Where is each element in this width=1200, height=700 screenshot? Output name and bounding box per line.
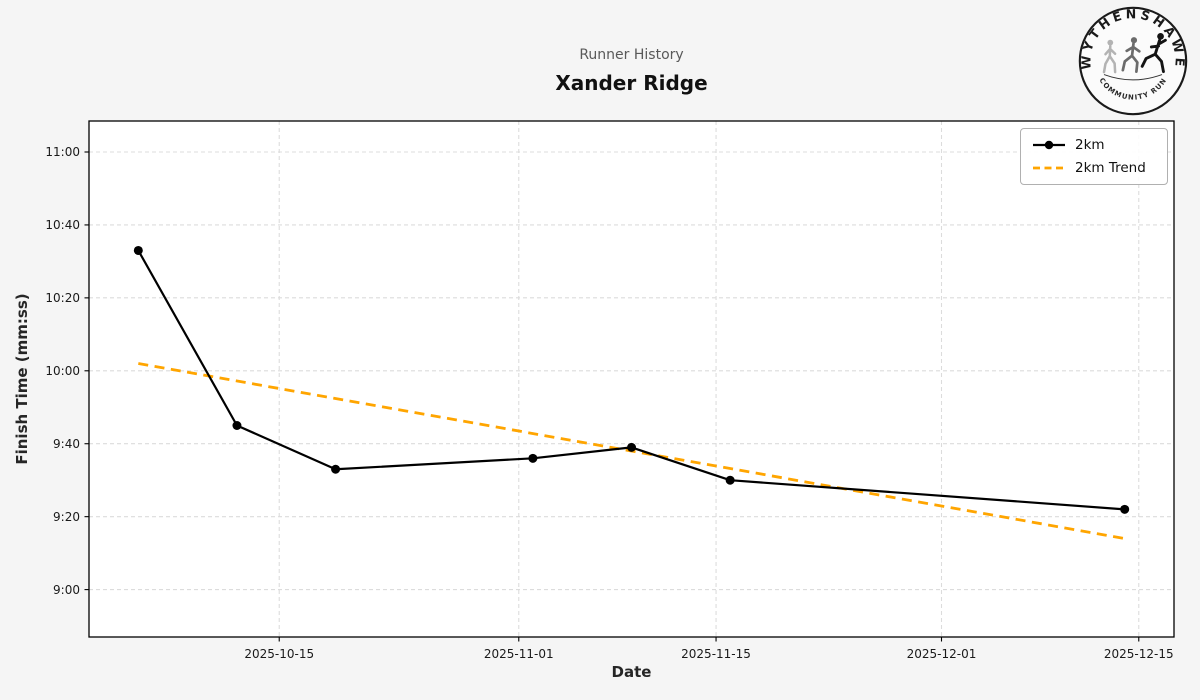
plot-border (88, 120, 1175, 638)
runner-silhouette-light-icon (1102, 39, 1117, 74)
legend-swatch-2km-line-icon (1033, 140, 1065, 150)
y-tick-label: 11:00 (45, 145, 80, 159)
x-tick-label: 2025-12-15 (1104, 647, 1174, 661)
x-tick-label: 2025-11-15 (681, 647, 751, 661)
x-tick-label: 2025-12-01 (907, 647, 977, 661)
logo-ground-arc (1103, 74, 1163, 81)
chart-subtitle: Runner History (579, 47, 684, 63)
legend-label-2km: 2km (1075, 137, 1105, 153)
data-point (331, 464, 341, 474)
legend-label-2km-trend: 2km Trend (1075, 160, 1146, 176)
data-point (1120, 504, 1130, 514)
y-tick-label: 9:20 (53, 510, 80, 524)
data-point (232, 420, 242, 430)
legend-swatch-trend-dashed-icon (1033, 166, 1065, 170)
data-point (133, 245, 143, 255)
data-point (528, 453, 538, 463)
legend: 2km 2km Trend (1020, 128, 1168, 185)
y-tick-label: 9:40 (53, 437, 80, 451)
runner-silhouette-mid-icon (1121, 37, 1141, 73)
y-tick-label: 10:20 (45, 291, 80, 305)
y-axis-label: Finish Time (mm:ss) (13, 293, 31, 465)
legend-item-2km: 2km (1032, 137, 1156, 153)
x-axis-label: Date (611, 663, 652, 681)
data-point (627, 442, 636, 452)
y-tick-label: 9:00 (53, 583, 80, 597)
y-tick-label: 10:40 (45, 218, 80, 232)
wythenshawe-community-run-logo: WYTHENSHAWE COMMUNITY RUN (1078, 6, 1188, 116)
x-tick-label: 2025-11-01 (484, 647, 554, 661)
y-tick-label: 10:00 (45, 364, 80, 378)
runner-name-title: Xander Ridge (555, 71, 708, 95)
runner-silhouette-dark-icon (1140, 32, 1167, 74)
legend-item-2km-trend: 2km Trend (1032, 160, 1156, 176)
x-tick-label: 2025-10-15 (244, 647, 314, 661)
data-point (725, 475, 735, 485)
plot-area (89, 121, 1174, 637)
